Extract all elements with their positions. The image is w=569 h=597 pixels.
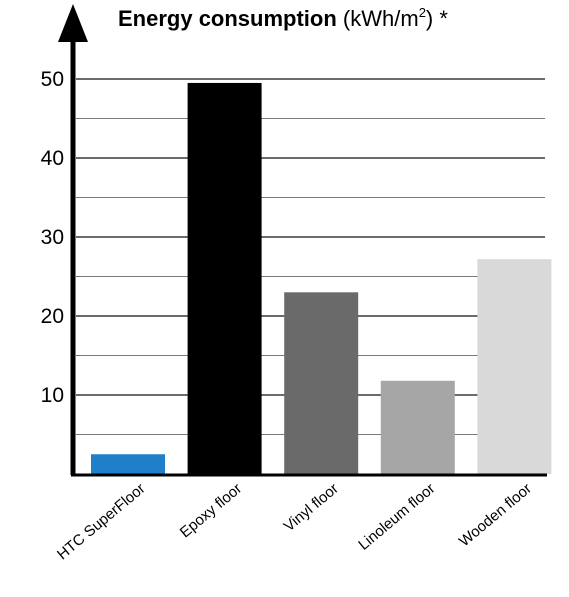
y-axis-arrow-icon <box>58 4 88 42</box>
bar-vinyl-floor <box>284 292 359 474</box>
axes <box>58 4 547 477</box>
bar-htc-superfloor <box>91 454 165 474</box>
bar-wooden-floor <box>477 259 552 474</box>
x-tick-label: Epoxy floor <box>177 480 245 541</box>
unit-suffix: ) * <box>425 6 448 31</box>
y-tick-labels: 10 20 30 40 50 <box>41 68 64 407</box>
y-tick-label: 30 <box>41 226 64 249</box>
bar-epoxy-floor <box>187 82 262 474</box>
unit-superscript: 2 <box>418 5 426 20</box>
unit-prefix: (kWh/m <box>342 6 419 31</box>
x-tick-label: Linoleum floor <box>355 480 438 554</box>
x-tick-label: Wooden floor <box>456 480 535 550</box>
gridlines <box>76 78 545 435</box>
y-tick-label: 50 <box>41 68 64 91</box>
y-tick-label: 20 <box>41 305 64 328</box>
chart-title-unit: (kWh/m2) * <box>343 6 448 31</box>
x-tick-label: Vinyl floor <box>281 480 342 535</box>
bar-linoleum-floor <box>380 380 455 474</box>
y-tick-label: 10 <box>41 384 64 407</box>
chart-title-text: Energy consumption <box>118 6 337 31</box>
bars <box>91 82 552 474</box>
x-tick-label: HTC SuperFloor <box>54 480 149 563</box>
y-tick-label: 40 <box>41 147 64 170</box>
chart-title: Energy consumption (kWh/m2) * <box>118 6 448 32</box>
x-tick-labels: HTC SuperFloor Epoxy floor Vinyl floor Lino… <box>54 480 535 563</box>
